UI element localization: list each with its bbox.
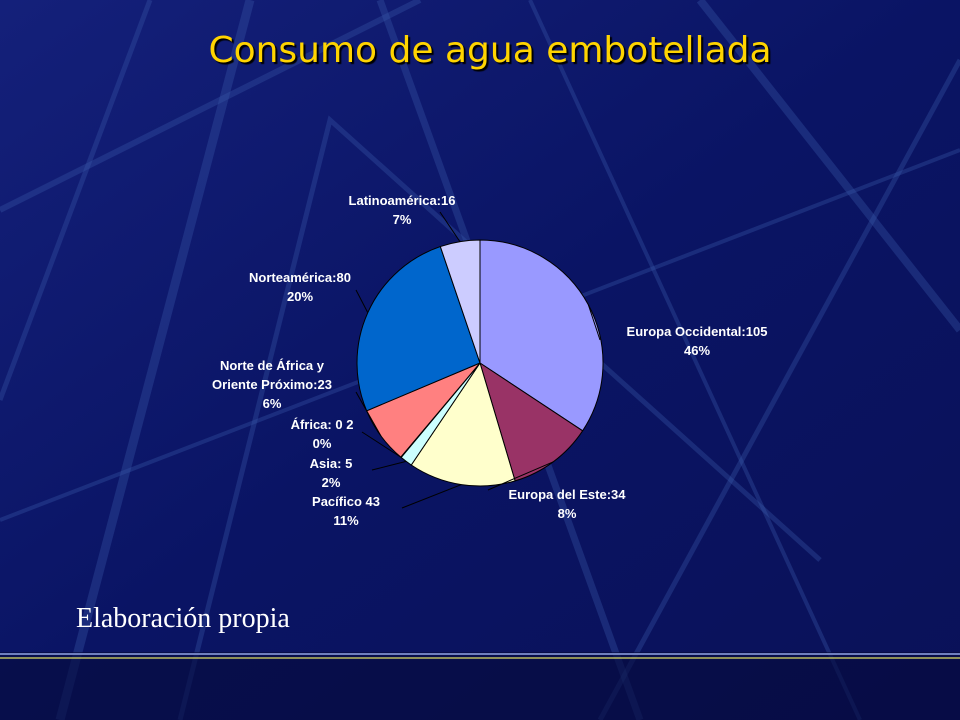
leader-line [371, 460, 407, 471]
slice-label-line: Europa Occidental:105 [627, 324, 768, 339]
slice-label: Latinoamérica:16 7% [349, 193, 456, 227]
slice-label: Europa Occidental:105 46% [627, 324, 768, 358]
slice-label-line: Norte de África y [220, 358, 325, 373]
slice-label: Pacífico 43 11% [312, 494, 380, 528]
slice-label-line: Norteamérica:80 [249, 270, 351, 285]
slice-label-line: Pacífico 43 [312, 494, 380, 509]
leader-line [361, 431, 402, 458]
slice-label-line: Asia: 5 [310, 456, 353, 471]
slice-label-line: 2% [322, 475, 341, 490]
leader-line [355, 289, 369, 313]
leader-line [587, 304, 601, 341]
slice-label-line: 7% [393, 212, 412, 227]
slice-label-line: 46% [684, 343, 710, 358]
pie-slice [356, 245, 481, 412]
slide-title: Consumo de agua embotellada [208, 30, 772, 71]
slice-label-line: 20% [287, 289, 313, 304]
slice-label-line: Latinoamérica:16 [349, 193, 456, 208]
slice-label-line: 8% [558, 506, 577, 521]
leader-line [487, 461, 554, 491]
slice-label: Norte de África y Oriente Próximo:23 6% [212, 358, 332, 411]
slice-label-line: 0% [313, 436, 332, 451]
leader-line [401, 484, 462, 509]
slice-label-line: Europa del Este:34 [508, 487, 626, 502]
leader-line [355, 391, 382, 437]
slice-label: Europa del Este:34 8% [508, 487, 626, 521]
leader-line [439, 211, 461, 242]
pie-slice [479, 361, 584, 482]
footnote: Elaboración propia [76, 603, 290, 634]
slice-label: Norteamérica:80 20% [249, 270, 351, 304]
slice-label: Asia: 5 2% [310, 456, 353, 490]
slice-label-line: Oriente Próximo:23 [212, 377, 332, 392]
slice-label-line: África: 0 2 [291, 417, 354, 432]
slice-label: África: 0 2 0% [291, 417, 354, 451]
slice-label-line: 6% [263, 396, 282, 411]
pie-slice [439, 239, 481, 364]
slice-label-line: 11% [333, 513, 359, 528]
